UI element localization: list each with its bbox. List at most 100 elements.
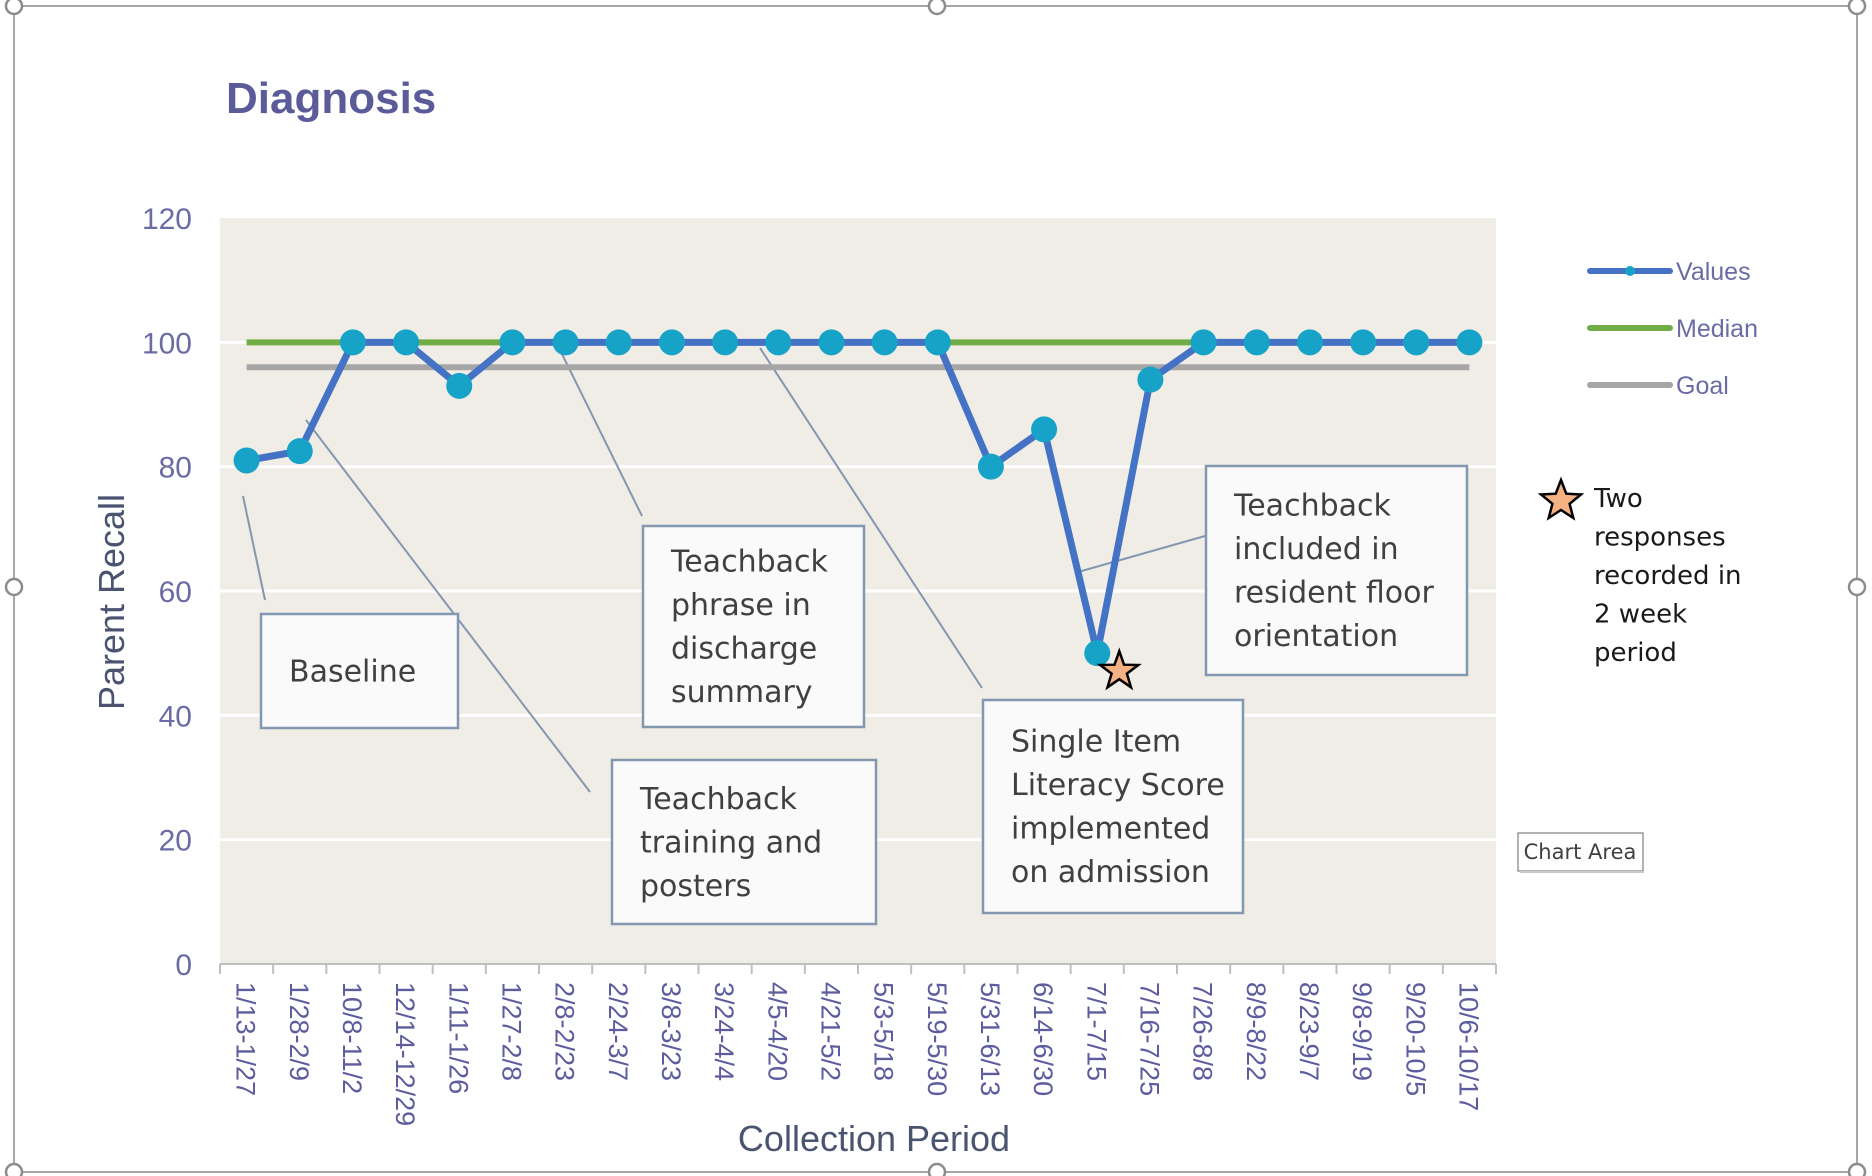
data-point — [658, 329, 685, 356]
x-tick-label: 9/8-9/19 — [1347, 982, 1377, 1081]
resize-handle — [927, 1162, 947, 1176]
data-point — [1456, 329, 1483, 356]
annotation-connectors — [242, 347, 1206, 793]
data-point — [1137, 366, 1164, 393]
data-point — [233, 447, 260, 474]
chart-title: Diagnosis — [226, 74, 436, 123]
annotation-box: Teachback included in resident floor orient… — [1204, 464, 1469, 677]
annotation-leader — [559, 349, 643, 517]
x-tick-label: 2/24-3/7 — [603, 982, 633, 1081]
data-point — [765, 329, 792, 356]
x-tick-label: 7/1-7/15 — [1081, 982, 1111, 1081]
annotation-text: implemented — [1011, 812, 1210, 847]
resize-handle — [4, 1162, 24, 1176]
series-values — [233, 329, 1483, 667]
y-tick-label: 0 — [175, 949, 192, 982]
tooltip-text: Chart Area — [1524, 840, 1637, 864]
x-tick-label: 2/8-2/23 — [550, 982, 580, 1081]
x-tick-label: 8/23-9/7 — [1294, 982, 1324, 1081]
x-tick-label: 7/26-8/8 — [1188, 982, 1218, 1081]
note-line: Two — [1593, 484, 1643, 514]
y-tick-label: 120 — [142, 203, 192, 236]
note-line: responses — [1594, 523, 1726, 553]
data-point — [924, 329, 951, 356]
x-tick-label: 10/6-10/17 — [1453, 982, 1483, 1111]
legend-item-values: Values — [1587, 258, 1751, 286]
annotation-box: Single Item Literacy Score implemented on a… — [981, 698, 1245, 915]
x-tick-label: 12/14-12/29 — [390, 982, 420, 1126]
annotation-text: Literacy Score — [1011, 768, 1225, 803]
data-point — [1350, 329, 1377, 356]
annotation-text: included in — [1234, 532, 1399, 567]
note-line: 2 week — [1594, 600, 1687, 630]
legend-marker — [1625, 266, 1635, 276]
legend: Values Median Goal — [1587, 258, 1758, 400]
data-point — [1031, 416, 1058, 443]
annotation-text: phrase in — [671, 588, 811, 623]
annotation-text: Teachback — [1233, 489, 1391, 524]
legend-item-median: Median — [1587, 315, 1758, 343]
star-note: Two responses recorded in 2 week period — [1537, 476, 1742, 668]
x-axis: 1/13-1/27 1/28-2/9 10/8-11/2 12/14-12/29 1/1… — [219, 963, 1497, 1126]
note-star-icon — [1537, 476, 1585, 521]
note-line: period — [1594, 638, 1677, 668]
resize-handle — [1847, 577, 1867, 597]
data-point — [1296, 329, 1323, 356]
x-tick-label: 5/3-5/18 — [869, 982, 899, 1081]
annotation-box: Baseline — [259, 612, 460, 730]
annotation-text: Single Item — [1011, 725, 1181, 760]
x-tick-label: 3/8-3/23 — [656, 982, 686, 1081]
x-tick-label: 4/21-5/2 — [815, 982, 845, 1081]
x-tick-label: 5/31-6/13 — [975, 982, 1005, 1096]
star-marker-icon — [1096, 647, 1142, 691]
data-point — [339, 329, 366, 356]
annotation-text: discharge — [671, 632, 817, 667]
x-tick-label: 5/19-5/30 — [922, 982, 952, 1096]
annotation-frame — [610, 758, 878, 926]
data-point — [712, 329, 739, 356]
annotation-text: Teachback — [670, 545, 828, 580]
annotation-text: Teachback — [639, 782, 797, 817]
y-axis-ticks: 0 20 40 60 80 100 120 — [142, 203, 192, 982]
data-point — [1403, 329, 1430, 356]
resize-handle — [927, 0, 947, 16]
chart-area-tooltip: Chart Area — [1517, 832, 1644, 873]
annotation-frame — [641, 524, 866, 729]
y-tick-label: 40 — [159, 700, 192, 733]
annotation-leader — [305, 419, 591, 793]
x-tick-label: 10/8-11/2 — [337, 982, 367, 1094]
x-tick-label: 1/28-2/9 — [284, 982, 314, 1081]
y-tick-label: 100 — [142, 327, 192, 360]
x-tick-label: 7/16-7/25 — [1134, 982, 1164, 1096]
data-point — [977, 453, 1004, 480]
resize-handle — [4, 0, 24, 16]
x-tick-label: 8/9-8/22 — [1241, 982, 1271, 1081]
resize-handle — [4, 577, 24, 597]
y-tick-label: 20 — [159, 825, 192, 858]
x-axis-label: Collection Period — [738, 1118, 1010, 1159]
x-tick-label: 3/24-4/4 — [709, 982, 739, 1081]
annotation-text: training and — [640, 825, 822, 860]
resize-handle — [1847, 0, 1867, 16]
annotation-text: summary — [671, 675, 813, 710]
legend-label: Goal — [1676, 372, 1729, 400]
annotation-leader — [242, 495, 266, 601]
data-point — [1190, 329, 1217, 356]
data-point — [1084, 640, 1111, 667]
series-layer — [233, 329, 1483, 691]
data-point — [871, 329, 898, 356]
x-tick-label: 6/14-6/30 — [1028, 982, 1058, 1096]
annotation-text: on admission — [1011, 855, 1210, 890]
annotation-text: Baseline — [289, 654, 416, 689]
resize-handle — [1847, 1162, 1867, 1176]
data-point — [605, 329, 632, 356]
selection-handles[interactable] — [4, 0, 1867, 1176]
y-tick-label: 60 — [159, 576, 192, 609]
legend-label: Values — [1676, 258, 1751, 286]
y-tick-label: 80 — [159, 452, 192, 485]
x-tick-label: 1/11-1/26 — [443, 982, 473, 1094]
data-point — [499, 329, 526, 356]
annotation-frame — [981, 698, 1245, 915]
annotation-leader — [1077, 535, 1206, 573]
